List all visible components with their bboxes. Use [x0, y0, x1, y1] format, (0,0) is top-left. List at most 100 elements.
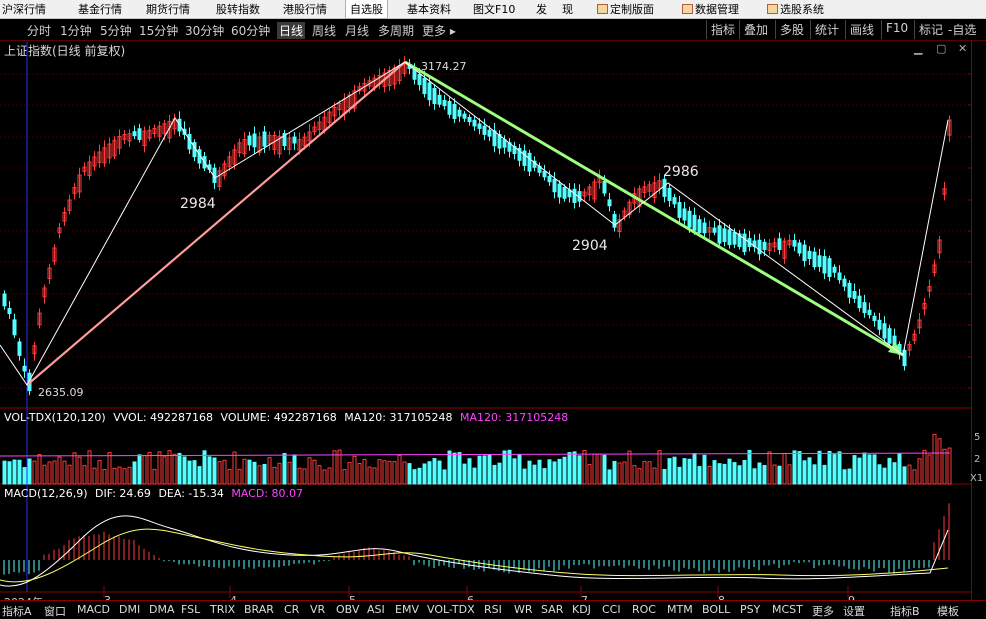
menu-fundamentals[interactable]: 基本资料: [407, 3, 451, 16]
period-timeshare[interactable]: 分时: [27, 24, 52, 38]
candle-body: [727, 229, 732, 246]
tab-trix[interactable]: TRIX: [210, 603, 236, 616]
tab-indicator-b[interactable]: 指标B: [890, 605, 920, 618]
candle-body: [607, 199, 612, 207]
candle-body: [337, 102, 342, 111]
volume-bar: [22, 467, 27, 485]
tab-wr[interactable]: WR: [514, 603, 533, 616]
candle-body: [97, 151, 102, 163]
tab-sar[interactable]: SAR: [541, 603, 564, 616]
candle-body: [257, 136, 262, 153]
candle-body: [542, 170, 547, 178]
tab-dmi[interactable]: DMI: [119, 603, 141, 616]
mark-button[interactable]: 标记: [914, 20, 947, 39]
tab-cci[interactable]: CCI: [602, 603, 621, 616]
period-5min[interactable]: 5分钟: [100, 24, 132, 38]
tab-dma[interactable]: DMA: [149, 603, 175, 616]
menu-data-manage[interactable]: 数据管理: [682, 1, 739, 17]
tab-settings[interactable]: 设置: [843, 605, 865, 618]
tab-mcst[interactable]: MCST: [772, 603, 803, 616]
menu-discover-b[interactable]: 现: [562, 3, 573, 16]
volume-bar: [142, 455, 147, 485]
menu-watchlist[interactable]: 自选股: [345, 0, 388, 19]
candle-body: [907, 344, 912, 351]
tab-kdj[interactable]: KDJ: [572, 603, 591, 616]
candle-body: [872, 315, 877, 322]
draw-line-button[interactable]: 画线: [845, 20, 878, 39]
menu-stock-picker[interactable]: 选股系统: [767, 1, 824, 17]
tab-vr[interactable]: VR: [310, 603, 326, 616]
menu-hk[interactable]: 港股行情: [283, 3, 327, 16]
volume-bar: [897, 453, 902, 485]
volume-bar: [787, 464, 792, 485]
tab-psy[interactable]: PSY: [740, 603, 761, 616]
tab-brar[interactable]: BRAR: [244, 603, 274, 616]
tab-more[interactable]: 更多: [812, 605, 834, 618]
tab-vol-tdx[interactable]: VOL-TDX: [427, 603, 475, 616]
volume-bar: [717, 463, 722, 485]
tab-mtm[interactable]: MTM: [667, 603, 693, 616]
tab-template[interactable]: 模板: [937, 605, 959, 618]
tab-indicator-a[interactable]: 指标A: [2, 605, 32, 618]
volume-bar: [447, 450, 452, 485]
vol-axis-5: 5: [974, 432, 980, 443]
minimize-icon[interactable]: ▁: [914, 42, 923, 55]
period-more[interactable]: 更多 ▸: [422, 24, 456, 38]
menu-custom-layout[interactable]: 定制版面: [597, 1, 654, 17]
tab-fsl[interactable]: FSL: [181, 603, 201, 616]
volume-bar: [647, 461, 652, 485]
candle-body: [82, 166, 87, 172]
overlay-button[interactable]: 叠加: [739, 20, 772, 39]
volume-bar: [657, 450, 662, 485]
period-30min[interactable]: 30分钟: [185, 24, 225, 38]
tab-window[interactable]: 窗口: [44, 605, 66, 618]
indicator-button[interactable]: 指标: [706, 20, 739, 39]
candle-body: [627, 201, 632, 216]
candle-body: [137, 128, 142, 140]
period-daily[interactable]: 日线: [277, 22, 306, 39]
candle-body: [317, 121, 322, 130]
add-watchlist-button[interactable]: -自选: [948, 23, 977, 37]
volume-bar: [712, 460, 717, 485]
menu-fund[interactable]: 基金行情: [78, 3, 122, 16]
candle-body: [142, 130, 147, 147]
candle-body: [602, 181, 607, 194]
period-1min[interactable]: 1分钟: [60, 24, 92, 38]
volume-bars: [0, 433, 952, 485]
period-monthly[interactable]: 月线: [345, 24, 370, 38]
volume-bar: [832, 454, 837, 485]
period-60min[interactable]: 60分钟: [231, 24, 271, 38]
close-icon[interactable]: ✕: [958, 42, 968, 55]
candle-body: [557, 183, 562, 198]
tab-roc[interactable]: ROC: [632, 603, 656, 616]
right-price-axis: [971, 40, 986, 600]
volume-bar: [672, 456, 677, 485]
tab-cr[interactable]: CR: [284, 603, 300, 616]
period-15min[interactable]: 15分钟: [139, 24, 179, 38]
tab-emv[interactable]: EMV: [395, 603, 419, 616]
trend-line-downtrend: [404, 60, 904, 357]
restore-icon[interactable]: ▢: [936, 42, 947, 55]
tab-rsi[interactable]: RSI: [484, 603, 502, 616]
tab-macd[interactable]: MACD: [77, 603, 110, 616]
candle-body: [732, 232, 737, 245]
trend-line-uptrend: [26, 61, 406, 386]
period-multi[interactable]: 多周期: [378, 24, 415, 38]
period-weekly[interactable]: 周线: [312, 24, 337, 38]
menu-futures[interactable]: 期货行情: [146, 3, 190, 16]
tab-boll[interactable]: BOLL: [702, 603, 731, 616]
volume-bar: [232, 451, 237, 485]
menu-f10[interactable]: 图文F10: [473, 3, 516, 16]
volume-bar: [37, 454, 42, 485]
high-price-label: 3174.27: [421, 60, 467, 73]
statistics-button[interactable]: 统计: [810, 20, 843, 39]
menu-neeq-index[interactable]: 股转指数: [216, 3, 260, 16]
multi-stock-button[interactable]: 多股: [775, 20, 808, 39]
f10-button[interactable]: F10: [881, 20, 912, 39]
tab-obv[interactable]: OBV: [336, 603, 360, 616]
menu-market-a[interactable]: 沪深行情: [2, 3, 46, 16]
tab-asi[interactable]: ASI: [367, 603, 385, 616]
volume-bar: [487, 454, 492, 485]
menu-discover-a[interactable]: 发: [536, 3, 547, 16]
